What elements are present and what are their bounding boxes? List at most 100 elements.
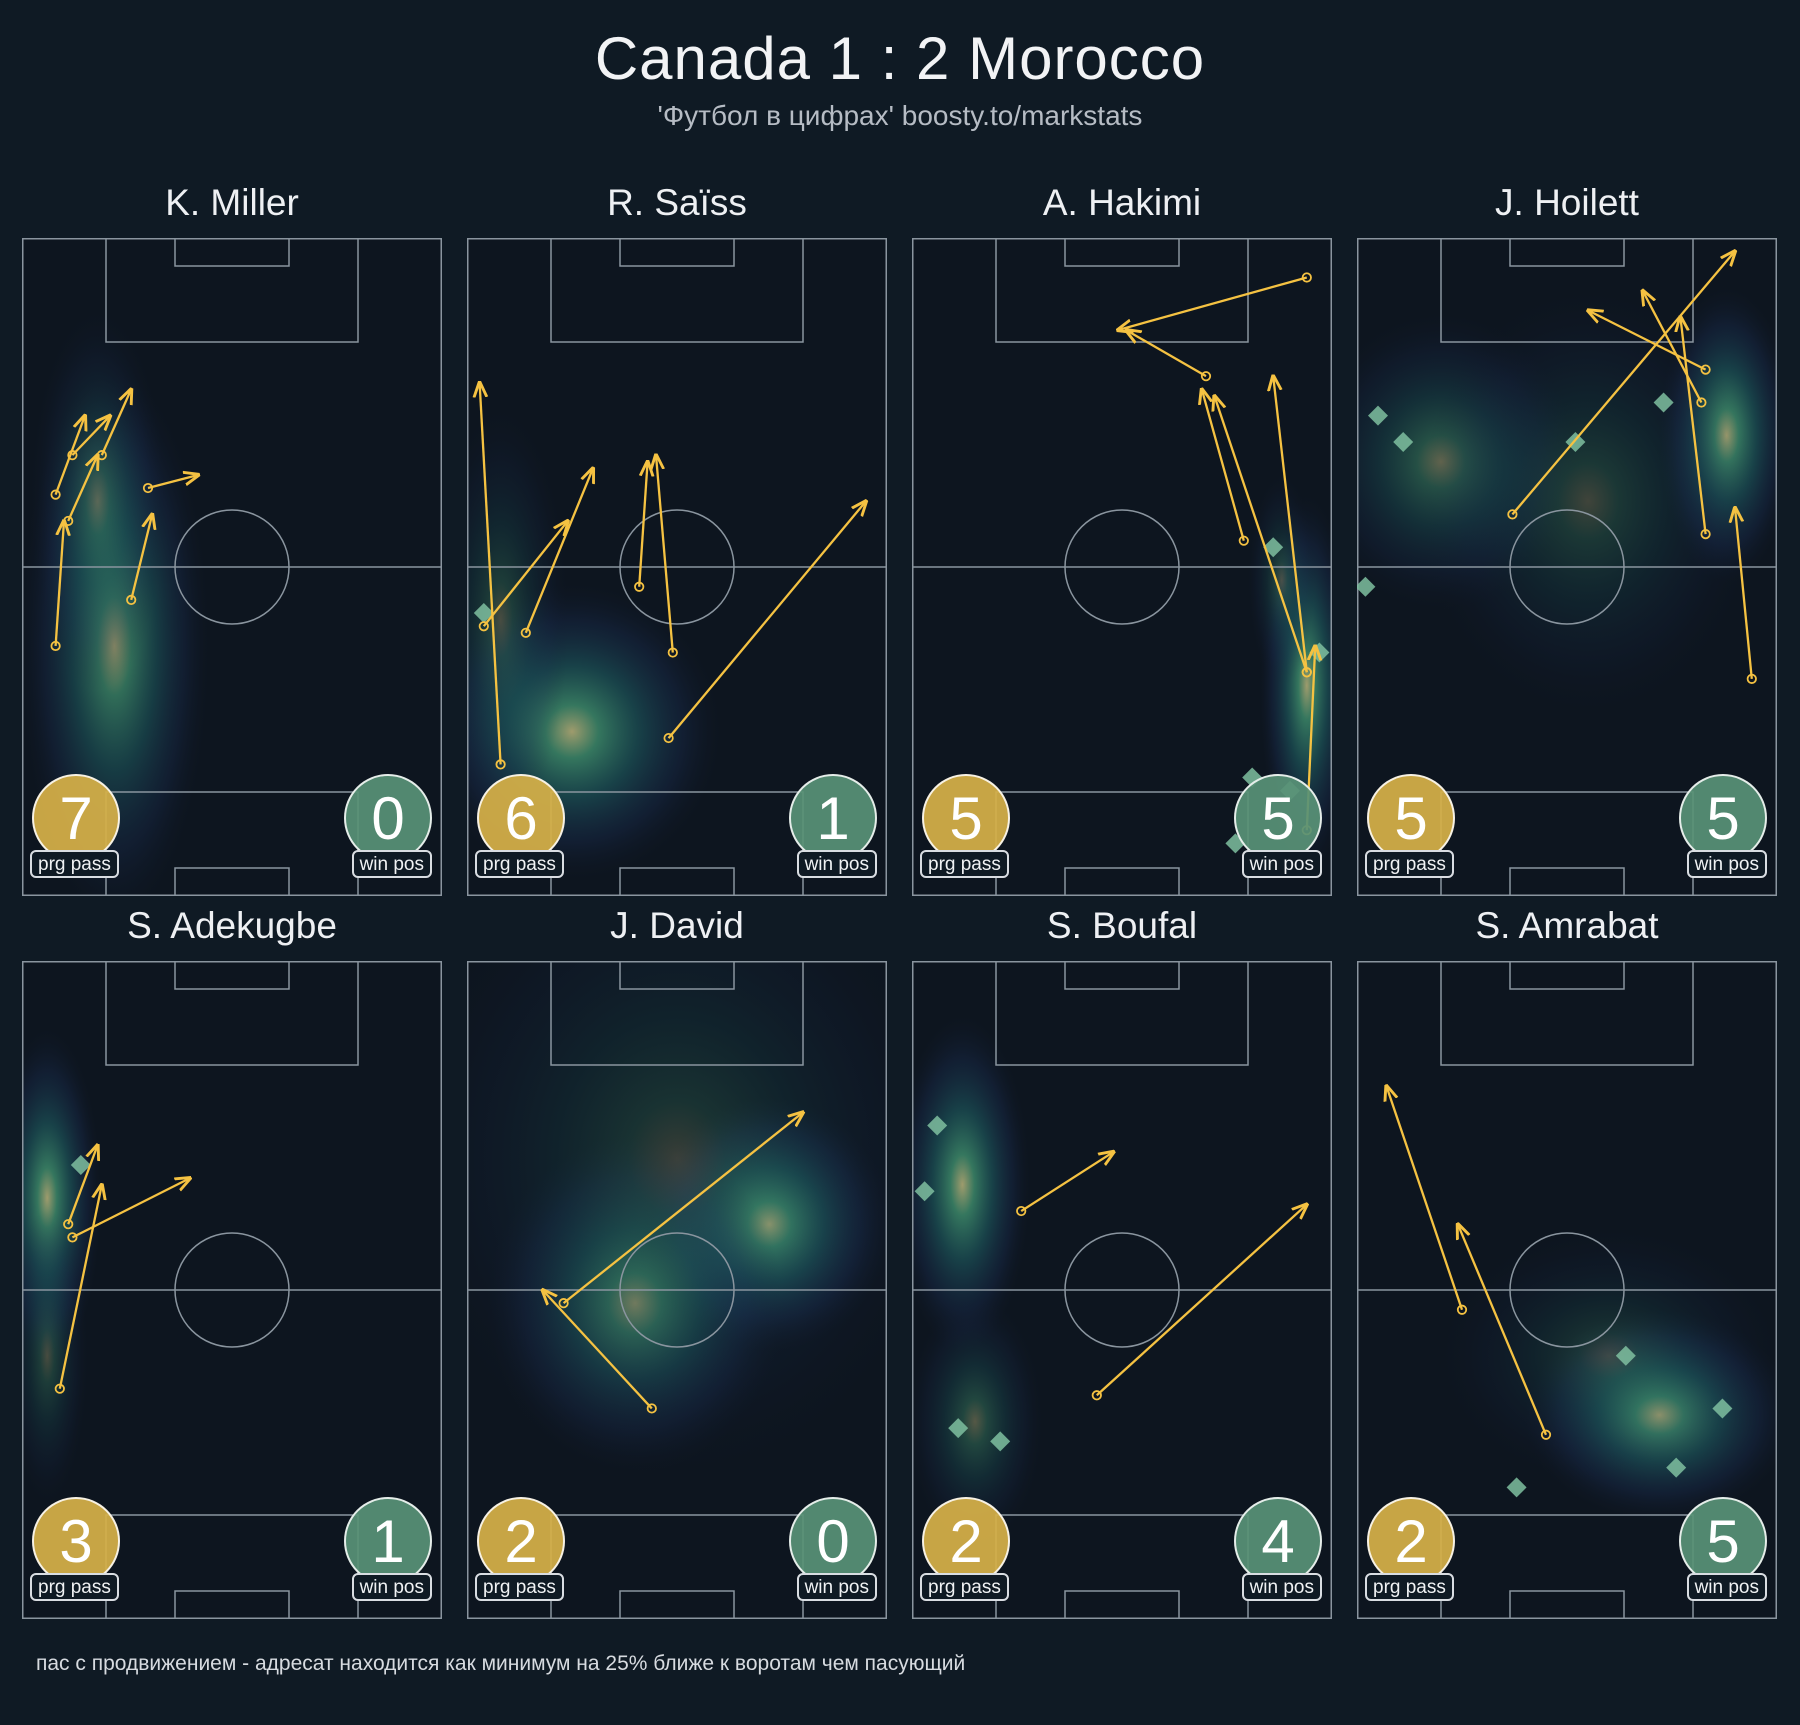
player-panel: K. Miller 7 prg pass 0 win pos: [22, 182, 442, 898]
goal-area-top: [1064, 238, 1180, 267]
win-pos-count: 4: [1234, 1497, 1322, 1585]
win-position-marker: [1263, 537, 1284, 558]
win-position-marker: [927, 1115, 948, 1136]
win-pos-label: win pos: [1241, 850, 1322, 878]
prg-pass-label: prg pass: [1365, 850, 1454, 878]
player-name: J. Hoilett: [1495, 182, 1639, 223]
player-panel: A. Hakimi 5 prg pass 5 win pos: [912, 182, 1332, 898]
win-pos-label: win pos: [796, 1573, 877, 1601]
pass-origin: [126, 594, 137, 605]
prg-pass-count: 2: [1367, 1497, 1455, 1585]
pass-origin: [67, 1232, 78, 1243]
win-pos-count: 1: [789, 774, 877, 862]
win-pos-label: win pos: [1241, 1573, 1322, 1601]
pass-origin: [1301, 667, 1312, 678]
player-panel: S. Adekugbe 3 prg pass 1 win pos: [22, 905, 442, 1621]
win-position-marker: [1615, 1345, 1636, 1366]
pass-origin: [63, 1219, 74, 1230]
win-pos-count: 0: [789, 1497, 877, 1585]
prg-pass-count: 7: [32, 774, 120, 862]
pass-arrow: [54, 416, 85, 496]
pass-arrow: [147, 475, 198, 490]
pass-arrow: [1735, 508, 1753, 679]
win-pos-label: win pos: [351, 1573, 432, 1601]
prg-pass-count: 2: [477, 1497, 565, 1585]
player-panel: J. David 2 prg pass 0 win pos: [467, 905, 887, 1621]
pass-arrow: [1680, 317, 1707, 535]
pass-origin: [663, 732, 674, 744]
pass-arrow: [130, 514, 152, 601]
centre-circle: [174, 509, 290, 625]
pass-arrow: [1386, 1086, 1464, 1311]
goal-area-bottom: [1064, 867, 1180, 896]
goal-area-top: [619, 961, 735, 990]
goal-area-top: [174, 238, 290, 267]
win-position-marker: [1666, 1457, 1687, 1478]
heatmap-blob: [1248, 474, 1316, 686]
prg-pass-label: prg pass: [475, 1573, 564, 1601]
pass-origin: [634, 581, 645, 592]
player-panel: S. Boufal 2 prg pass 4 win pos: [912, 905, 1332, 1621]
prg-pass-label: prg pass: [1365, 1573, 1454, 1601]
player-panel: R. Saïss 6 prg pass 1 win pos: [467, 182, 887, 898]
pass-origin: [1301, 272, 1312, 283]
pass-origin: [1540, 1429, 1552, 1440]
centre-circle: [1064, 1232, 1180, 1348]
pass-origin: [1238, 535, 1249, 546]
heatmap-blob: [467, 409, 568, 831]
chart-subtitle: 'Футбол в цифрах' boosty.to/markstats: [657, 100, 1143, 131]
goal-area-top: [174, 961, 290, 990]
pass-origin: [1091, 1390, 1102, 1401]
pass-origin: [63, 515, 74, 527]
win-pos-count: 5: [1234, 774, 1322, 862]
pass-arrow: [1096, 1204, 1307, 1397]
player-name: S. Boufal: [1046, 905, 1198, 946]
win-position-marker: [1506, 1477, 1527, 1498]
centre-circle: [174, 1232, 290, 1348]
pass-origin: [495, 759, 506, 770]
player-panel: S. Amrabat 2 prg pass 5 win pos: [1357, 905, 1777, 1621]
pass-origin: [67, 450, 78, 461]
win-position-marker: [990, 1431, 1011, 1452]
pass-origin: [142, 482, 154, 494]
goal-area-top: [619, 238, 735, 267]
prg-pass-label: prg pass: [475, 850, 564, 878]
heatmap-blob: [912, 1295, 1043, 1548]
penalty-box-top: [1440, 238, 1694, 343]
win-position-marker: [1368, 405, 1388, 426]
goal-area-bottom: [1509, 1590, 1625, 1619]
pass-arrow: [1118, 276, 1308, 330]
pass-arrow: [58, 1185, 102, 1389]
pass-arrow: [638, 462, 647, 587]
win-pos-count: 0: [344, 774, 432, 862]
pass-arrow: [482, 521, 568, 627]
player-name: A. Hakimi: [1042, 182, 1202, 223]
win-pos-label: win pos: [1686, 850, 1767, 878]
goal-area-top: [1509, 961, 1625, 990]
prg-pass-label: prg pass: [30, 850, 119, 878]
player-panel: J. Hoilett 5 prg pass 5 win pos: [1357, 182, 1777, 898]
win-position-marker: [1225, 833, 1246, 854]
win-position-marker: [1653, 392, 1674, 413]
pass-origin: [1696, 397, 1707, 408]
heatmap-blob: [467, 961, 887, 1475]
pass-arrow: [667, 501, 866, 739]
pass-arrow: [1214, 396, 1308, 673]
heatmap-blob: [912, 1016, 1030, 1354]
penalty-box-top: [550, 238, 804, 343]
pass-arrow: [656, 455, 674, 653]
centre-circle: [619, 509, 735, 625]
centre-circle: [619, 1232, 735, 1348]
player-name: S. Amrabat: [1475, 905, 1659, 946]
win-position-marker: [1712, 1398, 1733, 1419]
prg-pass-count: 6: [477, 774, 565, 862]
pass-arrow: [67, 455, 97, 522]
pass-arrow: [67, 1145, 97, 1225]
pass-arrow: [543, 1290, 653, 1410]
pass-origin: [1456, 1304, 1468, 1315]
centre-circle: [1509, 509, 1625, 625]
win-position-marker: [1357, 576, 1376, 597]
player-name: K. Miller: [165, 182, 299, 223]
win-position-marker: [914, 1181, 935, 1202]
goal-area-bottom: [619, 867, 735, 896]
